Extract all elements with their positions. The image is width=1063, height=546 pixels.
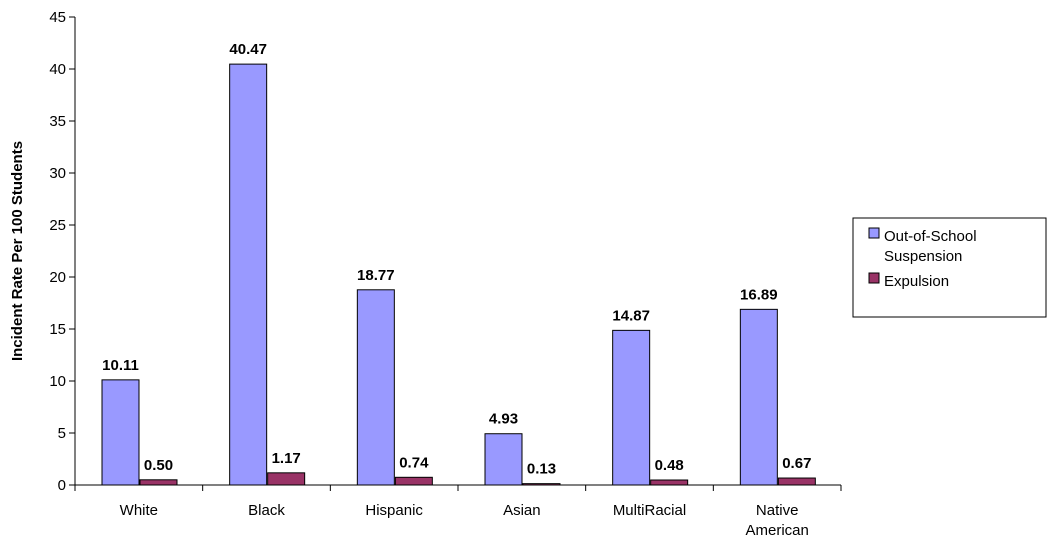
data-label: 10.11 [102, 357, 139, 374]
x-category-label: Native [756, 502, 799, 519]
y-tick-label: 0 [58, 477, 66, 494]
bar [612, 329, 651, 486]
data-label: 0.48 [655, 457, 684, 474]
data-label: 1.17 [272, 450, 301, 467]
bar [777, 477, 816, 486]
legend-label: Out-of-School [884, 228, 977, 245]
x-category-label: MultiRacial [613, 502, 686, 519]
bar [139, 479, 178, 486]
bar [394, 476, 433, 486]
y-tick-label: 30 [49, 165, 66, 182]
bar [229, 63, 268, 486]
bar [739, 308, 778, 486]
bar [650, 479, 689, 486]
x-category-label: White [120, 502, 158, 519]
data-label: 0.50 [144, 457, 173, 474]
x-category-label: Hispanic [365, 502, 423, 519]
data-label: 0.67 [782, 455, 811, 472]
legend-label: Suspension [884, 248, 962, 265]
y-tick-label: 20 [49, 269, 66, 286]
y-tick-label: 35 [49, 113, 66, 130]
x-category-label: Asian [503, 502, 541, 519]
legend-box [852, 217, 1047, 318]
y-axis-title: Incident Rate Per 100 Students [9, 141, 26, 361]
legend-swatch [868, 227, 880, 239]
x-category-label: Black [248, 502, 285, 519]
data-label: 4.93 [489, 411, 518, 428]
bar [267, 472, 306, 486]
data-label: 0.13 [527, 461, 556, 478]
bar [356, 289, 395, 486]
y-tick-label: 45 [49, 9, 66, 26]
bar [101, 379, 140, 486]
bar [484, 433, 523, 486]
legend-label: Expulsion [884, 273, 949, 290]
legend-swatch [868, 272, 880, 284]
y-tick-label: 5 [58, 425, 66, 442]
y-tick-label: 25 [49, 217, 66, 234]
y-tick-label: 15 [49, 321, 66, 338]
data-label: 16.89 [740, 286, 778, 303]
y-tick-label: 10 [49, 373, 66, 390]
x-category-label: American [745, 522, 808, 539]
data-label: 0.74 [399, 454, 429, 471]
data-label: 40.47 [229, 41, 267, 58]
y-tick-label: 40 [49, 61, 66, 78]
data-label: 14.87 [612, 307, 650, 324]
data-label: 18.77 [357, 267, 395, 284]
